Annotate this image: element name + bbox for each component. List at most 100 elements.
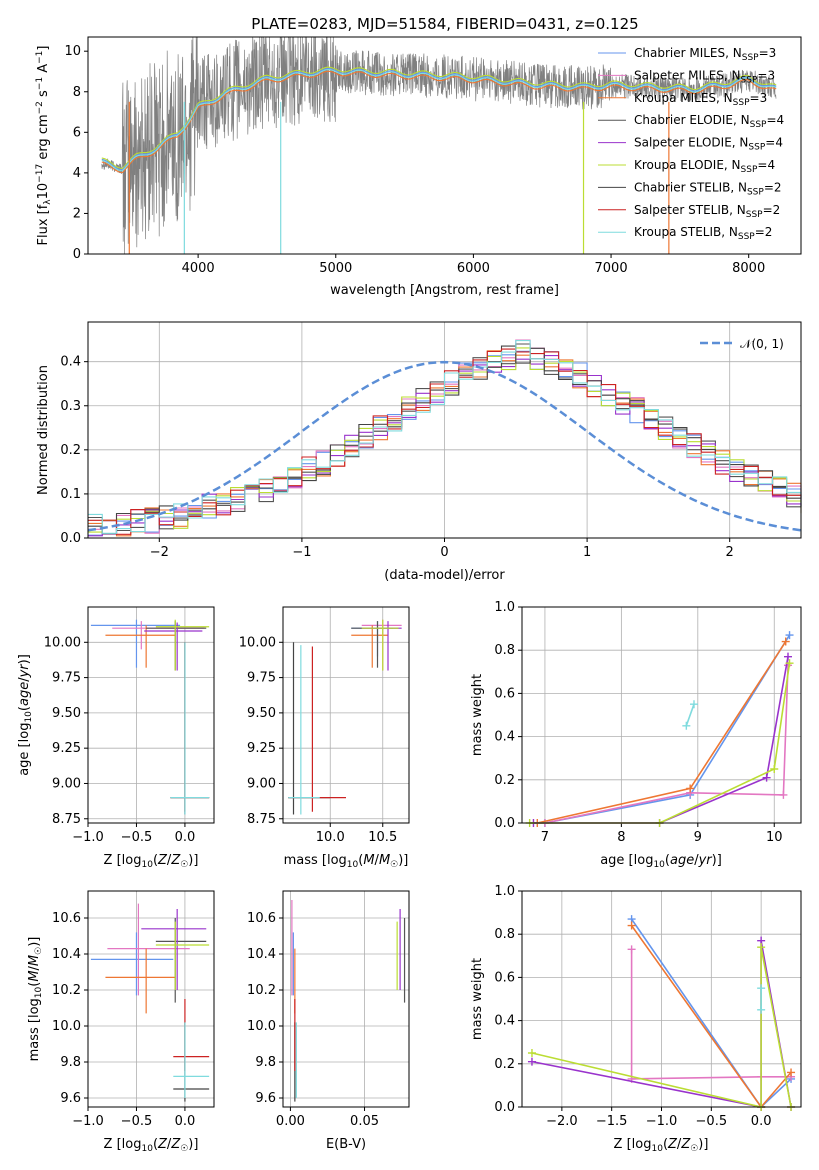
axes-frame (521, 890, 802, 1108)
x-tick-label: 0.0 (175, 830, 196, 845)
errorbar-plot-area (291, 900, 406, 1102)
x-tick-label: 6000 (457, 261, 490, 276)
series-marker-kroupa_stelib (757, 1005, 766, 1014)
x-axis-label: Z [log10(Z/Z☉)] (104, 853, 199, 870)
errorbar-plot-area (288, 619, 402, 815)
model-spectrum-kroupa_miles (101, 70, 777, 174)
spectrum-plot-area (101, 36, 777, 255)
normal-curve (87, 360, 802, 532)
y-tick-label: 9.6 (255, 1091, 276, 1106)
y-axis-label: Flux [fλ10−17 erg cm−2 s−1 A−1] (35, 46, 53, 246)
model-spectrum-kroupa_elodie (101, 66, 777, 169)
series-line-salpeter_miles (630, 949, 791, 1080)
y-tick-label: 10.6 (247, 911, 276, 926)
y-tick-label: 10.2 (52, 983, 81, 998)
y-tick-label: 9.75 (52, 671, 81, 686)
legend-label: Chabrier ELODIE, NSSP=4 (634, 113, 784, 130)
y-tick-label: 9.00 (247, 776, 276, 791)
legend-label: Chabrier STELIB, NSSP=2 (634, 180, 782, 197)
series-marker-salpeter_elodie (762, 773, 771, 782)
y-tick-label: 10.00 (239, 635, 276, 650)
x-tick-label: 5000 (319, 261, 352, 276)
x-axis-label: wavelength [Angstrom, rest frame] (330, 283, 559, 298)
y-tick-label: 1.0 (494, 884, 515, 899)
x-axis-label: mass [log10(M/M☉)] (284, 853, 409, 870)
series-line-salpeter_miles (544, 665, 789, 824)
y-tick-label: 9.00 (52, 776, 81, 791)
y-tick-label: 0.2 (494, 773, 515, 788)
x-axis-label: (data-model)/error (384, 568, 505, 583)
series-line-kroupa_miles (537, 641, 787, 824)
legend-label: Salpeter STELIB, NSSP=2 (634, 203, 780, 220)
y-tick-label: 9.50 (247, 706, 276, 721)
series-marker-salpeter_elodie (784, 652, 793, 661)
legend-label: Salpeter ELODIE, NSSP=4 (634, 136, 783, 153)
y-tick-label: 0.2 (60, 443, 81, 458)
legend-label: Kroupa MILES, NSSP=3 (634, 91, 767, 108)
axes-frame (521, 606, 802, 824)
y-tick-label: 9.50 (52, 706, 81, 721)
histogram-plot-area (87, 339, 802, 537)
model-spectrum-kroupa_stelib (101, 69, 777, 172)
axes-frame (87, 36, 802, 255)
y-axis-label: age [log10(age/yr)] (17, 654, 34, 776)
x-tick-label: 9 (694, 830, 702, 845)
y-tick-label: 10.4 (52, 947, 81, 962)
x-tick-label: 4000 (182, 261, 215, 276)
legend-label: Salpeter MILES, NSSP=3 (634, 68, 775, 85)
y-tick-label: 9.75 (247, 671, 276, 686)
y-tick-label: 0.8 (494, 643, 515, 658)
series-line-salpeter_elodie (533, 656, 789, 824)
x-tick-label: 8000 (732, 261, 765, 276)
y-tick-label: 9.8 (60, 1055, 81, 1070)
x-tick-label: 7 (541, 830, 549, 845)
x-tick-label: 0.0 (175, 1114, 196, 1129)
y-tick-label: 0.0 (60, 531, 81, 546)
errorbar-plot-area (90, 619, 210, 815)
series-marker-kroupa_miles (781, 637, 790, 646)
y-axis-label: Normed distribution (36, 365, 51, 495)
y-tick-label: 0 (73, 247, 81, 262)
y-axis-label: mass [log10(M/M☉)] (27, 937, 44, 1062)
x-tick-label: 10.5 (368, 830, 397, 845)
x-tick-label: −1.0 (72, 1114, 104, 1129)
x-axis-label: age [log10(age/yr)] (600, 853, 722, 870)
y-tick-label: 10.0 (247, 1019, 276, 1034)
y-tick-label: 0.0 (494, 816, 515, 831)
model-spectrum-chabrier_miles (101, 68, 777, 171)
y-tick-label: 0.3 (60, 399, 81, 414)
y-tick-label: 8 (73, 85, 81, 100)
legend-label: Kroupa STELIB, NSSP=2 (634, 225, 772, 242)
y-tick-label: 0.6 (494, 970, 515, 985)
x-tick-label: 2 (726, 545, 734, 560)
x-tick-label: −0.5 (121, 1114, 153, 1129)
x-tick-label: −0.5 (121, 830, 153, 845)
series-marker-kroupa_stelib (689, 700, 698, 709)
y-tick-label: 0.2 (494, 1057, 515, 1072)
x-tick-label: −2.0 (546, 1114, 578, 1129)
y-tick-label: 10.2 (247, 983, 276, 998)
x-tick-label: −1.0 (72, 830, 104, 845)
y-tick-label: 4 (73, 166, 81, 181)
y-tick-label: 10.00 (44, 635, 81, 650)
x-tick-label: 10.0 (316, 830, 345, 845)
series-line-kroupa_elodie (531, 947, 792, 1109)
x-axis-label: Z [log10(Z/Z☉)] (614, 1137, 709, 1154)
axes-frame (87, 606, 215, 824)
x-tick-label: −1.5 (596, 1114, 628, 1129)
x-tick-label: −0.5 (696, 1114, 728, 1129)
x-tick-label: −1 (292, 545, 311, 560)
y-tick-label: 9.25 (247, 741, 276, 756)
y-tick-label: 2 (73, 206, 81, 221)
x-tick-label: 1 (583, 545, 591, 560)
y-tick-label: 9.8 (255, 1055, 276, 1070)
y-tick-label: 1.0 (494, 600, 515, 615)
y-tick-label: 10 (64, 44, 81, 59)
axes-frame (87, 321, 802, 539)
histogram-kroupa_stelib (88, 340, 802, 534)
y-tick-label: 10.0 (52, 1019, 81, 1034)
series-marker-kroupa_stelib (682, 721, 691, 730)
x-tick-label: 0.05 (350, 1114, 379, 1129)
y-axis-label: mass weight (470, 958, 485, 1040)
x-tick-label: 10 (766, 830, 783, 845)
